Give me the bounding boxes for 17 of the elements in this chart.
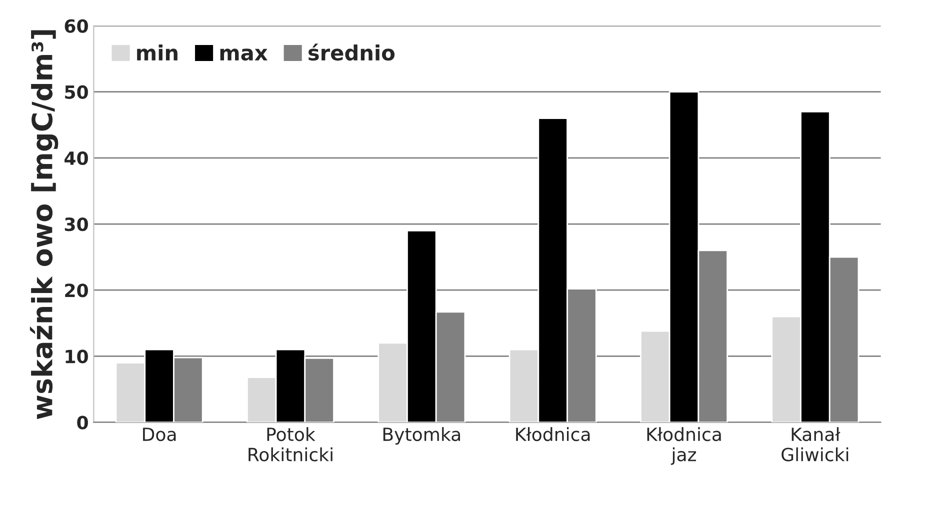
y-tick-label: 40 — [64, 151, 88, 166]
y-tick-label: 30 — [64, 217, 88, 232]
x-tick-label: Kanał Gliwicki — [782, 427, 848, 462]
y-tick-label: 0 — [77, 416, 88, 430]
y-tick-label: 20 — [65, 284, 88, 298]
x-tick-label: Kłodnica jaz — [647, 427, 721, 465]
y-tick-label: 50 — [65, 85, 88, 99]
legend-label: max — [220, 48, 268, 61]
x-tick-label: Potok Rokitnicki — [248, 427, 332, 462]
y-axis-title: wskaźnik owo [mgC/dm³] — [30, 30, 58, 420]
x-tick-label: Bytomka — [383, 427, 460, 445]
y-tick-label: 10 — [66, 350, 88, 364]
x-tick-label: Doa — [143, 428, 176, 442]
x-tick-label: Kłodnica — [516, 427, 590, 442]
legend-label: min — [137, 44, 178, 60]
y-tick-label: 60 — [64, 19, 88, 33]
legend-label: średnio — [308, 44, 395, 61]
